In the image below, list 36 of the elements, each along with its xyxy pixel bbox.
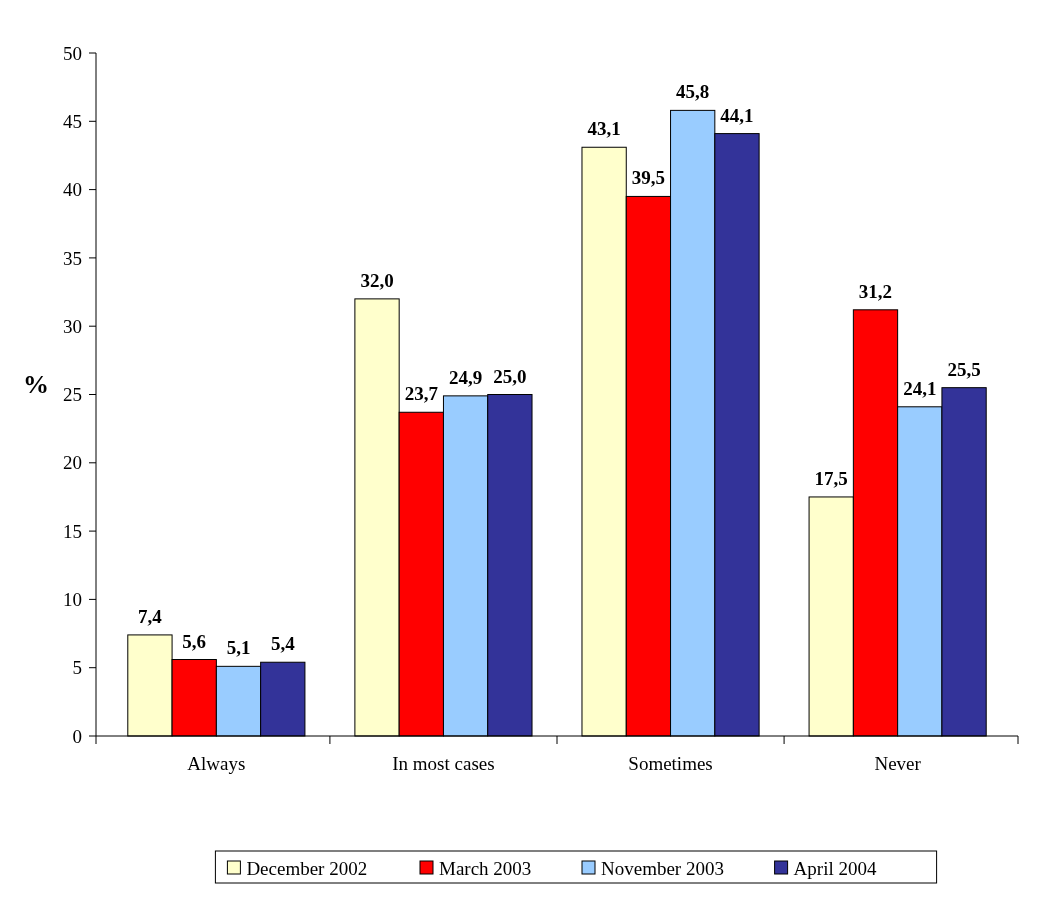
y-tick-label: 5 xyxy=(72,657,82,679)
legend-label: April 2004 xyxy=(793,857,877,879)
x-tick-label: In most cases xyxy=(392,753,495,774)
x-tick-label: Never xyxy=(874,753,922,774)
data-label: 45,8 xyxy=(676,81,710,103)
data-label: 5,6 xyxy=(182,630,207,652)
data-label: 43,1 xyxy=(587,118,621,140)
data-label: 24,1 xyxy=(903,377,937,399)
legend-label: November 2003 xyxy=(601,857,724,879)
data-label: 31,2 xyxy=(858,280,893,302)
data-label: 5,1 xyxy=(226,637,251,659)
y-tick-label: 20 xyxy=(63,452,82,474)
y-tick-label: 50 xyxy=(63,42,82,64)
x-tick-label: Sometimes xyxy=(628,753,713,774)
y-tick-label: 35 xyxy=(63,247,82,269)
y-axis-title: % xyxy=(23,370,49,399)
x-tick-label: Always xyxy=(187,753,246,774)
data-label: 24,9 xyxy=(448,366,483,388)
data-label: 32,0 xyxy=(360,269,394,291)
data-label: 25,0 xyxy=(493,365,527,387)
data-label: 17,5 xyxy=(814,467,848,489)
legend-label: March 2003 xyxy=(439,857,532,879)
data-label: 39,5 xyxy=(631,167,666,189)
y-tick-label: 10 xyxy=(63,589,82,611)
y-tick-label: 45 xyxy=(63,110,82,132)
y-tick-label: 15 xyxy=(63,520,82,542)
data-label: 7,4 xyxy=(138,605,163,627)
data-label: 25,5 xyxy=(947,358,981,380)
y-tick-label: 30 xyxy=(63,315,82,337)
data-label: 5,4 xyxy=(270,633,296,655)
legend-label: December 2002 xyxy=(246,857,368,879)
data-label: 44,1 xyxy=(720,104,754,126)
y-tick-label: 0 xyxy=(72,725,82,747)
y-tick-label: 25 xyxy=(63,384,82,406)
y-tick-label: 40 xyxy=(63,179,82,201)
data-label: 23,7 xyxy=(404,383,439,405)
